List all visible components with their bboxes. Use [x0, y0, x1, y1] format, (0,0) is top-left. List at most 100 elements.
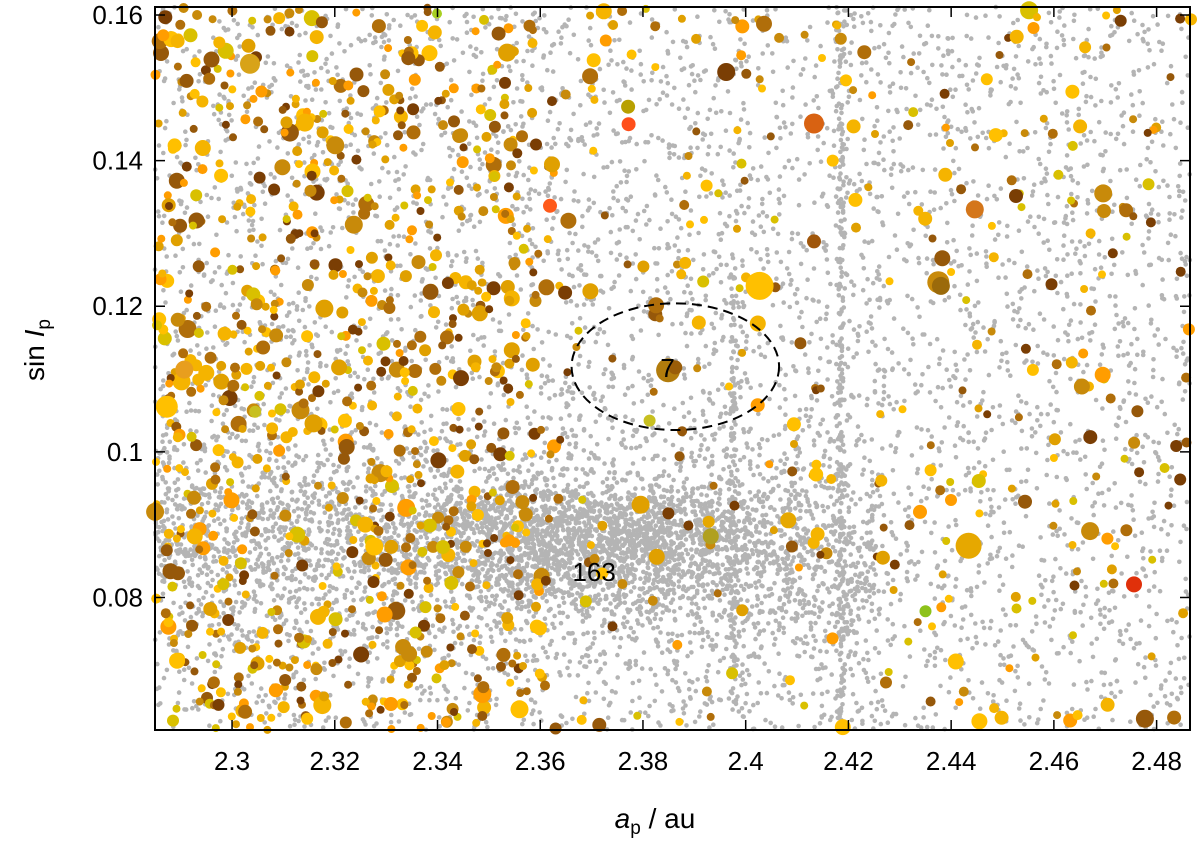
background-point — [611, 195, 616, 201]
background-point — [991, 693, 996, 698]
background-point — [386, 374, 392, 380]
background-point — [339, 652, 345, 657]
background-point — [1012, 308, 1017, 314]
background-point — [412, 293, 418, 298]
background-point — [978, 499, 983, 504]
background-point — [305, 246, 310, 251]
background-point — [877, 493, 883, 499]
background-point — [545, 655, 550, 660]
background-point — [1131, 646, 1137, 651]
background-point — [743, 700, 748, 706]
background-point — [719, 109, 724, 114]
background-point — [582, 325, 588, 330]
background-point — [683, 189, 688, 194]
background-point — [1099, 352, 1105, 357]
background-point — [953, 522, 959, 528]
background-point — [648, 666, 653, 672]
background-point — [284, 63, 290, 68]
background-point — [825, 20, 830, 25]
background-point — [432, 634, 438, 640]
background-point — [233, 160, 239, 165]
background-point — [587, 25, 593, 31]
background-point — [802, 352, 808, 357]
background-point — [609, 159, 615, 165]
background-point — [936, 34, 941, 39]
background-point — [1146, 303, 1151, 308]
background-point — [1169, 487, 1174, 493]
background-point — [783, 609, 789, 615]
background-point — [1129, 10, 1134, 16]
background-point — [736, 709, 742, 714]
background-point — [1024, 400, 1029, 406]
background-point — [982, 436, 988, 441]
background-point — [925, 658, 930, 664]
background-point — [887, 84, 893, 89]
background-point — [222, 537, 227, 542]
background-point — [269, 82, 275, 88]
background-point — [817, 721, 823, 726]
background-point — [665, 631, 671, 637]
background-point — [738, 394, 743, 400]
background-point — [1000, 351, 1005, 357]
background-point — [1103, 149, 1108, 154]
background-point — [956, 492, 961, 497]
background-point — [1026, 321, 1032, 327]
background-point — [1134, 432, 1139, 438]
background-point — [672, 243, 678, 248]
background-point — [262, 201, 268, 206]
background-point — [1178, 722, 1183, 727]
background-point — [798, 241, 804, 246]
background-point — [1124, 195, 1130, 201]
background-point — [612, 38, 617, 43]
background-point — [682, 376, 688, 381]
background-point — [241, 93, 246, 99]
background-point — [967, 269, 972, 274]
background-point — [921, 69, 926, 75]
background-point — [1155, 700, 1160, 706]
background-point — [617, 159, 623, 164]
background-point — [417, 122, 422, 128]
background-point — [1041, 698, 1046, 703]
background-point — [927, 7, 932, 13]
background-point — [1184, 254, 1189, 260]
background-point — [915, 466, 921, 472]
background-point — [1137, 183, 1143, 189]
background-point — [676, 248, 682, 254]
background-point — [1082, 253, 1088, 259]
background-point — [1019, 249, 1025, 255]
background-point — [382, 288, 388, 293]
background-point — [917, 107, 923, 113]
background-point — [1084, 138, 1090, 143]
background-point — [767, 190, 773, 196]
background-point — [930, 62, 935, 68]
background-point — [501, 129, 506, 134]
background-point — [762, 354, 768, 360]
background-point — [1156, 219, 1161, 225]
background-point — [758, 691, 764, 696]
background-point — [355, 111, 360, 116]
background-point — [382, 32, 388, 38]
background-point — [195, 468, 201, 473]
background-point — [739, 378, 744, 384]
background-point — [1081, 602, 1086, 608]
background-point — [983, 13, 988, 18]
background-point — [540, 357, 546, 362]
background-point — [377, 194, 383, 199]
background-point — [1179, 345, 1184, 351]
background-point — [803, 56, 808, 61]
background-point — [851, 283, 857, 288]
background-point — [634, 167, 639, 172]
background-point — [1063, 216, 1068, 221]
background-point — [940, 72, 945, 77]
background-point — [1159, 683, 1164, 688]
background-point — [817, 316, 823, 322]
background-point — [299, 69, 304, 74]
background-point — [293, 618, 299, 624]
background-point — [1029, 193, 1035, 198]
background-point — [374, 656, 380, 661]
background-point — [1000, 582, 1006, 587]
background-point — [470, 672, 475, 677]
background-point — [976, 105, 982, 111]
background-point — [934, 336, 940, 342]
background-point — [800, 488, 805, 493]
